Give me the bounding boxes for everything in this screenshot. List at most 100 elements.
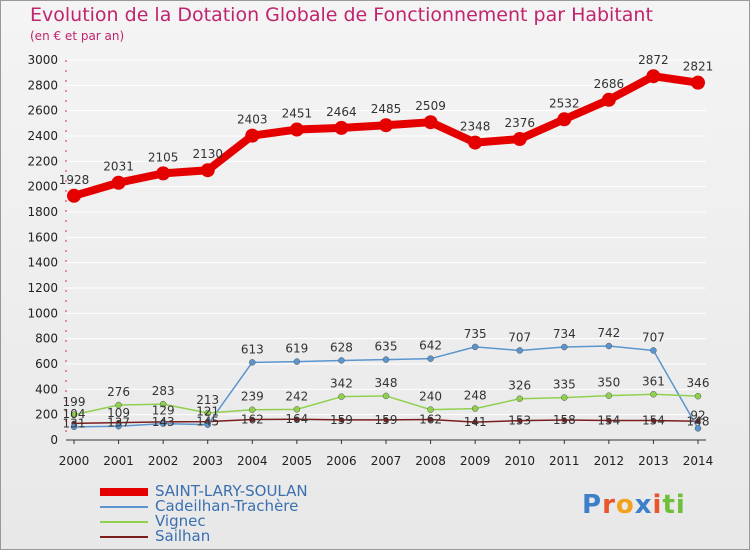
y-tick-label: 2200 xyxy=(27,154,58,168)
data-point[interactable] xyxy=(115,401,122,409)
data-point[interactable] xyxy=(650,417,657,424)
data-point[interactable] xyxy=(293,358,301,365)
data-point[interactable] xyxy=(294,416,300,422)
data-point[interactable] xyxy=(471,343,479,351)
y-tick-label: 1000 xyxy=(27,306,58,320)
data-point[interactable] xyxy=(561,417,568,423)
data-point[interactable] xyxy=(512,132,527,147)
series-lines xyxy=(67,69,705,432)
data-point[interactable] xyxy=(650,391,657,398)
data-label: 248 xyxy=(464,389,487,403)
data-point[interactable] xyxy=(694,392,702,400)
data-point[interactable] xyxy=(70,411,78,419)
data-point[interactable] xyxy=(159,400,167,408)
chart-subtitle: (en € et par an) xyxy=(30,29,125,43)
data-point[interactable] xyxy=(382,356,390,363)
data-point[interactable] xyxy=(383,417,389,423)
data-label: 2451 xyxy=(282,107,313,121)
data-point[interactable] xyxy=(601,92,616,107)
data-point[interactable] xyxy=(427,355,434,362)
data-point[interactable] xyxy=(293,406,301,413)
data-point[interactable] xyxy=(605,392,613,399)
data-point[interactable] xyxy=(249,416,256,423)
data-point[interactable] xyxy=(249,359,256,366)
data-label: 628 xyxy=(330,340,353,354)
data-label: 2485 xyxy=(371,102,402,116)
data-point[interactable] xyxy=(606,417,612,424)
y-axis: 0 200 400 600 800 1000 1200 1400 1600 1800 2000 220… xyxy=(27,53,67,447)
data-point[interactable] xyxy=(557,112,572,127)
data-point[interactable] xyxy=(289,122,304,137)
data-point[interactable] xyxy=(204,421,211,428)
data-point[interactable] xyxy=(249,406,256,413)
data-point[interactable] xyxy=(159,420,167,427)
data-point[interactable] xyxy=(423,115,438,130)
y-tick-label: 2400 xyxy=(27,129,58,143)
y-tick-label: 0 xyxy=(50,433,58,447)
data-point[interactable] xyxy=(156,166,171,181)
data-label: 2509 xyxy=(415,99,446,113)
data-point[interactable] xyxy=(245,128,260,143)
data-label: 2130 xyxy=(192,147,223,161)
y-tick-label: 200 xyxy=(35,408,58,422)
data-point[interactable] xyxy=(695,418,701,425)
data-label: 2031 xyxy=(103,160,134,174)
y-tick-label: 1400 xyxy=(27,256,58,270)
data-label: 2686 xyxy=(594,77,625,91)
data-point[interactable] xyxy=(204,409,211,417)
data-point[interactable] xyxy=(338,393,345,400)
x-tick-label: 2009 xyxy=(460,454,491,468)
data-label: 335 xyxy=(553,378,576,392)
x-tick-label: 2013 xyxy=(638,454,669,468)
data-label: 361 xyxy=(642,374,665,388)
data-point[interactable] xyxy=(471,405,479,412)
data-point[interactable] xyxy=(338,417,345,423)
data-point[interactable] xyxy=(67,188,81,203)
data-point[interactable] xyxy=(691,75,705,90)
y-tick-label: 3000 xyxy=(27,53,58,67)
data-point[interactable] xyxy=(472,419,478,425)
data-point[interactable] xyxy=(200,163,215,178)
grid-lines xyxy=(66,59,706,441)
chart-title: Evolution de la Dotation Globale de Fonc… xyxy=(30,4,653,26)
data-point[interactable] xyxy=(605,342,613,350)
data-point[interactable] xyxy=(111,175,126,190)
x-tick-label: 2004 xyxy=(237,454,268,468)
data-point[interactable] xyxy=(561,343,568,351)
data-point[interactable] xyxy=(70,423,78,431)
data-label: 348 xyxy=(375,376,398,390)
data-label: 129 xyxy=(152,404,175,418)
logo-letter: i xyxy=(652,490,663,520)
data-label: 145 xyxy=(196,415,219,429)
data-label: 131 xyxy=(63,416,86,430)
x-tick-label: 2000 xyxy=(59,454,90,468)
data-point[interactable] xyxy=(516,347,523,354)
data-point[interactable] xyxy=(516,395,523,402)
data-point[interactable] xyxy=(468,135,483,150)
data-point[interactable] xyxy=(382,392,390,400)
data-point[interactable] xyxy=(379,118,393,133)
data-label: 350 xyxy=(597,376,620,390)
data-label: 342 xyxy=(330,377,353,391)
data-point[interactable] xyxy=(427,406,434,413)
data-label: 2821 xyxy=(683,60,714,74)
data-point[interactable] xyxy=(646,69,661,84)
data-label: 346 xyxy=(687,376,710,390)
data-point[interactable] xyxy=(427,416,434,423)
legend-swatch xyxy=(100,487,148,496)
x-tick-label: 2008 xyxy=(415,454,446,468)
data-label: 164 xyxy=(285,412,308,426)
data-point[interactable] xyxy=(561,394,568,401)
data-point[interactable] xyxy=(516,417,523,424)
data-point[interactable] xyxy=(694,425,702,432)
x-tick-label: 2001 xyxy=(103,454,134,468)
x-tick-label: 2012 xyxy=(594,454,625,468)
data-label: 635 xyxy=(375,340,398,354)
data-point[interactable] xyxy=(338,357,345,364)
data-point[interactable] xyxy=(334,120,349,135)
data-label: 735 xyxy=(464,327,487,341)
logo-letter: t xyxy=(662,490,676,520)
data-point[interactable] xyxy=(650,347,657,354)
data-point[interactable] xyxy=(115,422,122,430)
proxiti-logo: Proxiti xyxy=(582,490,686,520)
